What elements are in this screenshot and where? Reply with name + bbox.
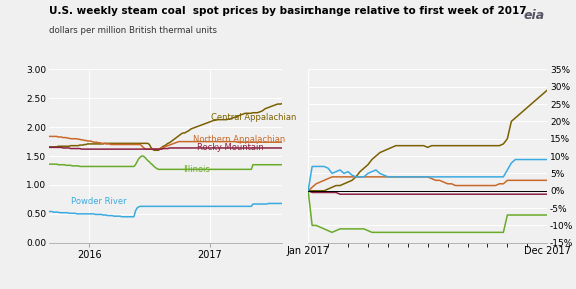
Text: Illinois: Illinois — [183, 165, 210, 174]
Text: eia: eia — [523, 9, 544, 22]
Text: U.S. weekly steam coal  spot prices by basin: U.S. weekly steam coal spot prices by ba… — [49, 6, 312, 16]
Text: Powder River: Powder River — [71, 197, 126, 206]
Text: Rocky Mountain: Rocky Mountain — [197, 143, 264, 152]
Text: Northern Appalachian: Northern Appalachian — [192, 135, 285, 144]
Text: change relative to first week of 2017: change relative to first week of 2017 — [308, 6, 527, 16]
Text: dollars per million British thermal units: dollars per million British thermal unit… — [49, 26, 217, 35]
Text: Central Appalachian: Central Appalachian — [211, 113, 297, 123]
